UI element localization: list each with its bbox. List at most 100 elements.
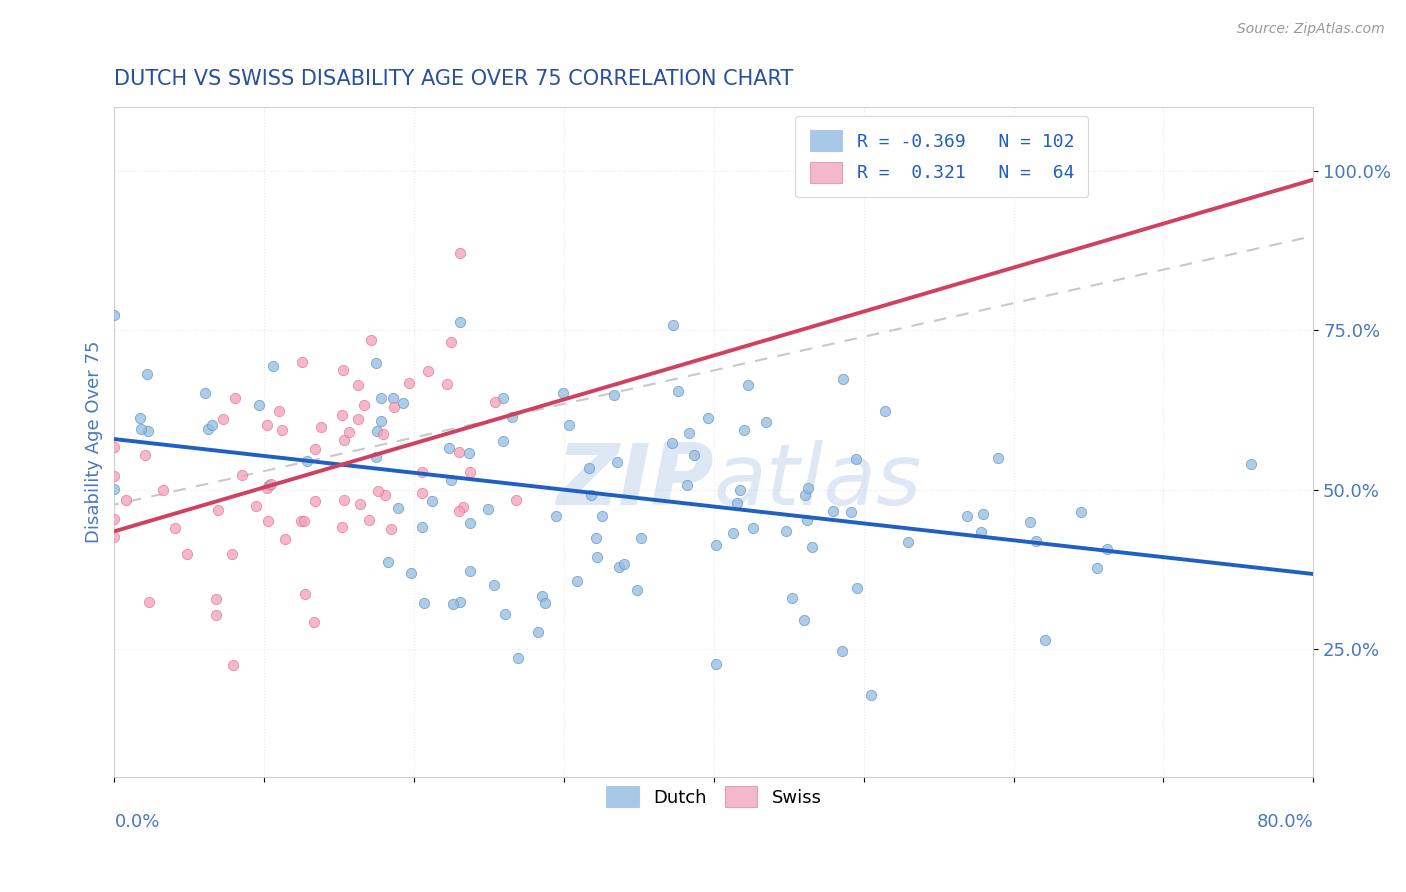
Point <box>450 246 472 260</box>
Point <box>311 419 333 434</box>
Point <box>821 504 844 518</box>
Point <box>103 512 125 526</box>
Point <box>207 502 229 516</box>
Point <box>492 434 515 448</box>
Point <box>845 581 868 595</box>
Point <box>501 410 523 425</box>
Point <box>353 398 375 412</box>
Point <box>845 452 868 467</box>
Point <box>458 516 481 531</box>
Point <box>970 525 993 540</box>
Point <box>366 424 388 438</box>
Point <box>304 493 326 508</box>
Point <box>534 596 557 610</box>
Point <box>411 485 433 500</box>
Point <box>257 514 280 528</box>
Point <box>1025 534 1047 549</box>
Point <box>436 377 458 392</box>
Point <box>606 454 628 468</box>
Point <box>1019 515 1042 529</box>
Point <box>115 492 138 507</box>
Point <box>413 596 436 610</box>
Point <box>138 595 160 609</box>
Y-axis label: Disability Age Over 75: Disability Age Over 75 <box>86 341 103 543</box>
Point <box>359 513 381 527</box>
Point <box>437 441 460 455</box>
Point <box>839 505 862 519</box>
Point <box>136 424 159 438</box>
Point <box>245 499 267 513</box>
Point <box>697 410 720 425</box>
Point <box>416 363 439 377</box>
Point <box>231 468 253 483</box>
Point <box>398 376 420 391</box>
Text: DUTCH VS SWISS DISABILITY AGE OVER 75 CORRELATION CHART: DUTCH VS SWISS DISABILITY AGE OVER 75 CO… <box>114 69 793 88</box>
Point <box>591 509 613 524</box>
Point <box>544 508 567 523</box>
Point <box>295 454 318 468</box>
Point <box>972 507 994 521</box>
Point <box>666 384 689 399</box>
Point <box>374 488 396 502</box>
Point <box>755 415 778 429</box>
Point <box>607 559 630 574</box>
Point <box>384 400 406 414</box>
Point <box>128 411 150 425</box>
Point <box>441 597 464 611</box>
Point <box>205 592 228 607</box>
Point <box>742 521 765 535</box>
Point <box>678 425 700 440</box>
Point <box>780 591 803 605</box>
Point <box>411 520 433 534</box>
Point <box>603 388 626 402</box>
Point <box>224 391 246 405</box>
Text: 0.0%: 0.0% <box>114 814 160 831</box>
Point <box>477 502 499 516</box>
Point <box>380 522 402 536</box>
Text: atlas: atlas <box>714 441 922 524</box>
Point <box>292 514 315 528</box>
Point <box>721 526 744 541</box>
Point <box>457 445 479 459</box>
Legend: Dutch, Swiss: Dutch, Swiss <box>599 780 828 814</box>
Point <box>392 396 415 410</box>
Point <box>578 461 600 475</box>
Point <box>1085 560 1108 574</box>
Point <box>256 481 278 495</box>
Point <box>873 404 896 418</box>
Point <box>271 423 294 437</box>
Point <box>676 478 699 492</box>
Point <box>247 398 270 412</box>
Point <box>801 540 824 554</box>
Text: 80.0%: 80.0% <box>1257 814 1313 831</box>
Point <box>987 451 1010 466</box>
Point <box>449 315 471 329</box>
Point <box>630 531 652 545</box>
Point <box>585 531 607 545</box>
Point <box>152 483 174 498</box>
Point <box>103 440 125 454</box>
Point <box>103 309 125 323</box>
Point <box>1239 457 1261 471</box>
Point <box>103 531 125 545</box>
Point <box>565 574 588 589</box>
Point <box>458 465 481 479</box>
Point <box>482 578 505 592</box>
Point <box>831 644 853 658</box>
Point <box>449 595 471 609</box>
Point <box>387 501 409 516</box>
Point <box>370 391 392 405</box>
Point <box>506 651 529 665</box>
Point <box>377 555 399 569</box>
Point <box>1095 541 1118 556</box>
Point <box>797 482 820 496</box>
Point <box>131 422 153 436</box>
Point <box>103 468 125 483</box>
Point <box>956 509 979 524</box>
Point <box>613 558 636 572</box>
Point <box>451 500 474 514</box>
Point <box>460 564 482 578</box>
Point <box>440 473 463 487</box>
Point <box>360 334 382 348</box>
Point <box>1033 633 1056 648</box>
